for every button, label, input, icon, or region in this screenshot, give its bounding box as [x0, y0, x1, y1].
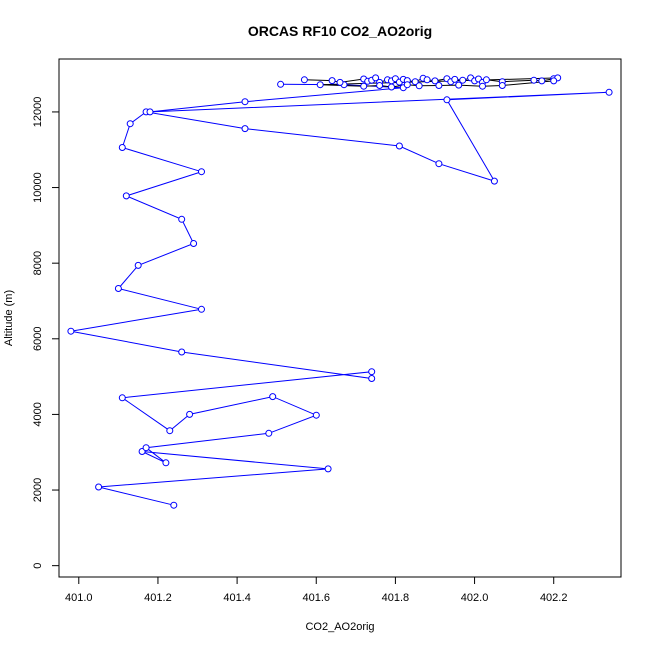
series-1-point	[411, 78, 419, 86]
series-0-point	[241, 98, 249, 106]
series-0-point	[170, 501, 178, 509]
series-0-point	[241, 125, 249, 133]
series-1-point	[403, 81, 411, 89]
x-tick-label: 401.2	[144, 592, 172, 604]
series-0-point	[395, 142, 403, 150]
series-0-point	[265, 429, 273, 437]
series-1-point	[538, 77, 546, 85]
y-tick-label: 2000	[32, 478, 44, 502]
series-0-point	[67, 327, 75, 335]
series-1-point	[376, 82, 384, 89]
series-0-point	[324, 465, 332, 473]
series-0-point	[277, 80, 285, 88]
series-0-point	[368, 368, 376, 376]
y-axis: 0 2000 4000 6000 8000 10000 12000	[32, 97, 60, 569]
y-axis-label: Altitude (m)	[3, 290, 15, 346]
series-0-point	[126, 120, 134, 128]
series-1-point	[431, 77, 439, 85]
series-1-point	[435, 82, 443, 89]
series-1-point	[451, 75, 459, 83]
series-0-point	[118, 394, 126, 402]
x-tick-label: 401.4	[223, 592, 251, 604]
series-1-point	[388, 83, 395, 91]
series-1-point	[479, 82, 486, 90]
series-0-point	[122, 192, 130, 200]
chart-title: ORCAS RF10 CO2_AO2orig	[248, 23, 432, 39]
series-0-point	[134, 261, 142, 269]
x-tick-label: 401.0	[65, 592, 93, 604]
x-axis-label: CO2_AO2orig	[305, 621, 374, 633]
x-tick-label: 402.2	[540, 592, 568, 604]
y-tick-label: 12000	[32, 97, 44, 128]
series-1-point	[328, 77, 336, 85]
series-1-point	[498, 82, 506, 89]
series-1-point	[459, 76, 467, 84]
series-0-point	[312, 411, 320, 419]
x-tick-label: 402.0	[461, 592, 489, 604]
series-1-point	[423, 76, 431, 84]
series-1-point	[482, 76, 490, 84]
series-0-point	[490, 177, 498, 185]
series-0-point	[605, 88, 613, 96]
series-layer	[67, 74, 613, 509]
series-0-point	[190, 240, 198, 247]
series-0-point	[162, 459, 170, 467]
series-0-point	[269, 393, 277, 401]
y-tick-label: 0	[32, 563, 44, 569]
x-axis: 401.0 401.2 401.4 401.6 401.8 402.0 402.2	[65, 576, 568, 604]
x-tick-label: 401.8	[382, 592, 410, 604]
series-1-point	[455, 81, 463, 89]
series-0-point	[198, 168, 205, 176]
series-0-point	[95, 483, 103, 491]
series-0-point	[368, 375, 376, 382]
series-0-line	[70, 83, 610, 506]
series-0-point	[435, 160, 443, 168]
series-0-point	[186, 410, 194, 418]
series-1-point	[360, 82, 368, 90]
series-0-point	[142, 444, 150, 452]
series-0-point	[198, 305, 205, 313]
series-1-point	[336, 78, 344, 86]
series-1-point	[530, 76, 538, 84]
y-tick-label: 10000	[32, 172, 44, 203]
series-0-point	[178, 215, 186, 223]
series-0-point	[114, 285, 122, 292]
plot-frame	[58, 58, 622, 578]
series-1-point	[550, 77, 558, 85]
y-tick-label: 6000	[32, 327, 44, 351]
series-1-point	[415, 82, 423, 90]
series-0-point	[443, 96, 451, 104]
y-tick-label: 8000	[32, 251, 44, 275]
series-1-point	[316, 81, 324, 89]
series-0-point	[146, 108, 154, 116]
series-0-point	[178, 348, 186, 356]
series-1-point	[372, 74, 380, 82]
series-0-point	[166, 427, 174, 435]
series-0-point	[118, 144, 126, 151]
x-tick-label: 401.6	[302, 592, 330, 604]
series-1-point	[300, 76, 308, 84]
y-tick-label: 4000	[32, 402, 44, 426]
